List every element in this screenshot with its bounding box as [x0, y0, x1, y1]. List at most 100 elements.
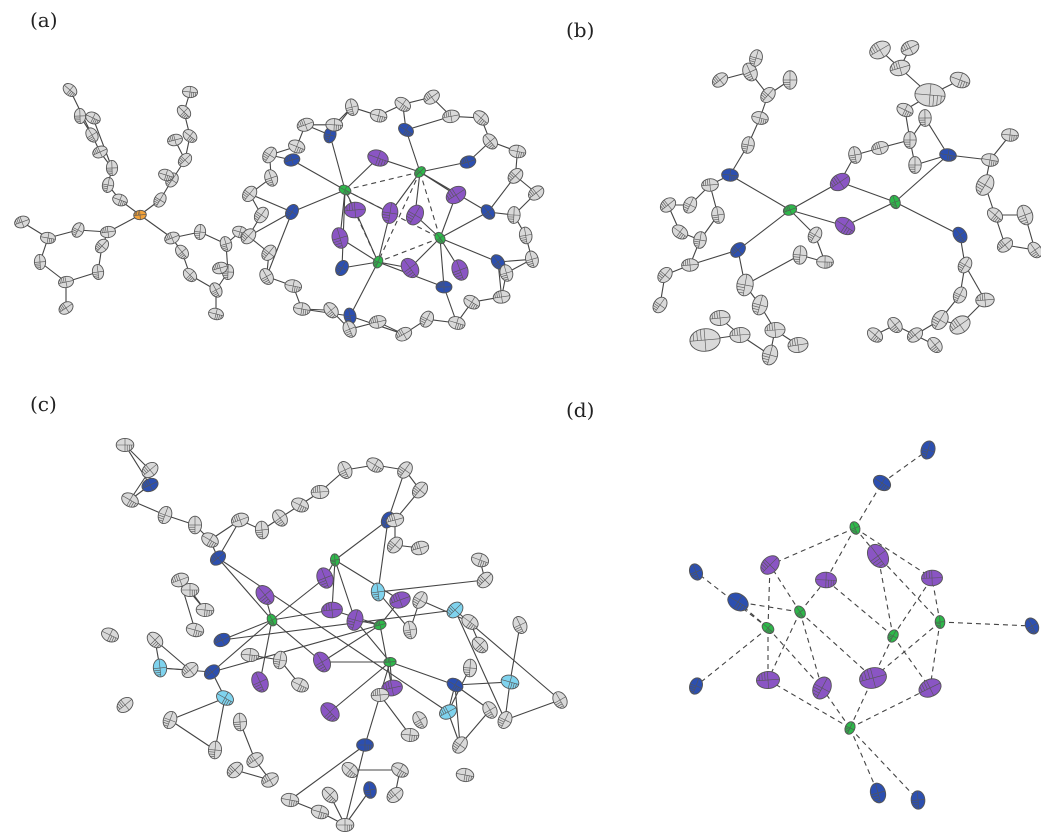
carbon-atom-ellipsoid — [906, 327, 924, 343]
silicon-atom-ellipsoid — [500, 674, 520, 690]
carbon-atom-ellipsoid — [62, 83, 78, 97]
carbon-atom-ellipsoid — [900, 40, 920, 56]
carbon-atom-ellipsoid — [71, 222, 85, 238]
carbon-atom-ellipsoid — [254, 520, 270, 540]
carbon-atom-ellipsoid — [226, 761, 244, 779]
bond-line — [211, 624, 381, 673]
carbon-atom-ellipsoid — [85, 111, 101, 125]
carbon-atom-ellipsoid — [492, 290, 511, 304]
carbon-atom-ellipsoid — [209, 282, 223, 298]
carbon-atom-ellipsoid — [996, 237, 1014, 253]
nitrogen-atom-ellipsoid — [446, 677, 464, 693]
dashed-contact — [377, 237, 441, 263]
dashed-contact — [419, 171, 441, 239]
iodide-atom-ellipsoid — [451, 259, 469, 281]
carbon-atom-ellipsoid — [751, 111, 769, 125]
iodide-atom-ellipsoid — [756, 670, 780, 690]
carbon-atom-ellipsoid — [508, 144, 527, 159]
carbon-atom-ellipsoid — [689, 328, 721, 352]
nitrogen-atom-ellipsoid — [209, 550, 227, 566]
carbon-atom-ellipsoid — [528, 185, 545, 201]
carbon-atom-ellipsoid — [507, 206, 521, 224]
bond-line — [439, 237, 445, 288]
iodide-atom-ellipsoid — [815, 571, 837, 589]
bond-line — [744, 254, 801, 286]
carbon-atom-ellipsoid — [1027, 241, 1041, 259]
bond-line — [259, 619, 273, 683]
bond-line — [737, 209, 791, 251]
carbon-atom-ellipsoid — [693, 231, 707, 249]
carbon-atom-ellipsoid — [657, 266, 673, 284]
carbon-atom-ellipsoid — [182, 267, 198, 283]
nitrogen-atom-ellipsoid — [869, 782, 887, 804]
carbon-atom-ellipsoid — [181, 661, 199, 679]
bond-line — [377, 519, 389, 593]
iodide-atom-ellipsoid — [812, 676, 832, 700]
dashed-contact — [767, 679, 851, 729]
bond-line — [217, 557, 449, 713]
metal-atom-ellipsoid — [373, 619, 387, 631]
carbon-atom-ellipsoid — [288, 139, 306, 154]
carbon-atom-ellipsoid — [310, 804, 330, 820]
carbon-atom-ellipsoid — [518, 226, 533, 245]
bond-line — [379, 694, 411, 736]
carbon-atom-ellipsoid — [242, 185, 258, 202]
carbon-atom-ellipsoid — [749, 49, 763, 67]
carbon-atom-ellipsoid — [386, 536, 404, 554]
carbon-atom-ellipsoid — [58, 301, 74, 315]
carbon-atom-ellipsoid — [385, 512, 405, 528]
carbon-atom-ellipsoid — [807, 226, 823, 244]
bond-line — [454, 609, 506, 721]
carbon-atom-ellipsoid — [764, 322, 786, 338]
dashed-contact — [892, 577, 933, 637]
carbon-atom-ellipsoid — [652, 296, 668, 314]
silicon-atom-ellipsoid — [152, 658, 168, 678]
carbon-atom-ellipsoid — [14, 215, 30, 229]
carbon-atom-ellipsoid — [986, 207, 1004, 223]
nitrogen-atom-ellipsoid — [939, 148, 957, 162]
carbon-atom-ellipsoid — [246, 752, 264, 768]
carbon-atom-ellipsoid — [918, 109, 932, 127]
carbon-atom-ellipsoid — [927, 336, 943, 354]
carbon-atom-ellipsoid — [262, 146, 277, 164]
iodide-atom-ellipsoid — [389, 591, 411, 609]
nitrogen-atom-ellipsoid — [435, 280, 453, 294]
carbon-atom-ellipsoid — [115, 437, 135, 453]
carbon-atom-ellipsoid — [949, 315, 971, 335]
dashed-contact — [799, 611, 874, 679]
carbon-atom-ellipsoid — [448, 316, 466, 330]
carbon-atom-ellipsoid — [180, 582, 200, 598]
carbon-atom-ellipsoid — [729, 327, 751, 343]
bond-line — [729, 174, 791, 211]
bond-line — [329, 134, 346, 191]
carbon-atom-ellipsoid — [366, 457, 384, 473]
carbon-atom-ellipsoid — [671, 224, 689, 240]
nitrogen-atom-ellipsoid — [459, 155, 477, 169]
carbon-atom-ellipsoid — [92, 145, 108, 159]
carbon-atom-ellipsoid — [871, 141, 889, 155]
carbon-atom-ellipsoid — [193, 224, 207, 240]
iodide-atom-ellipsoid — [344, 201, 366, 219]
carbon-atom-ellipsoid — [394, 96, 411, 112]
bond-line — [289, 744, 366, 801]
bond-line — [364, 661, 391, 746]
bond-line — [329, 661, 391, 713]
carbon-atom-ellipsoid — [182, 85, 198, 99]
carbon-atom-ellipsoid — [869, 40, 891, 60]
bond-line — [221, 609, 456, 641]
carbon-atom-ellipsoid — [40, 231, 56, 245]
iodide-atom-ellipsoid — [921, 569, 943, 587]
bond-line — [249, 193, 293, 213]
metal-atom-ellipsoid — [844, 721, 856, 735]
carbon-atom-ellipsoid — [386, 786, 404, 804]
iodide-atom-ellipsoid — [331, 227, 349, 249]
dashed-contact — [877, 555, 941, 623]
bond-line — [139, 214, 173, 239]
carbon-atom-ellipsoid — [33, 253, 47, 271]
metal-atom-ellipsoid — [782, 204, 798, 216]
carbon-atom-ellipsoid — [471, 636, 489, 654]
carbon-atom-ellipsoid — [164, 231, 180, 245]
bond-line — [266, 211, 293, 277]
dashed-contact — [769, 527, 856, 566]
carbon-atom-ellipsoid — [121, 492, 139, 508]
